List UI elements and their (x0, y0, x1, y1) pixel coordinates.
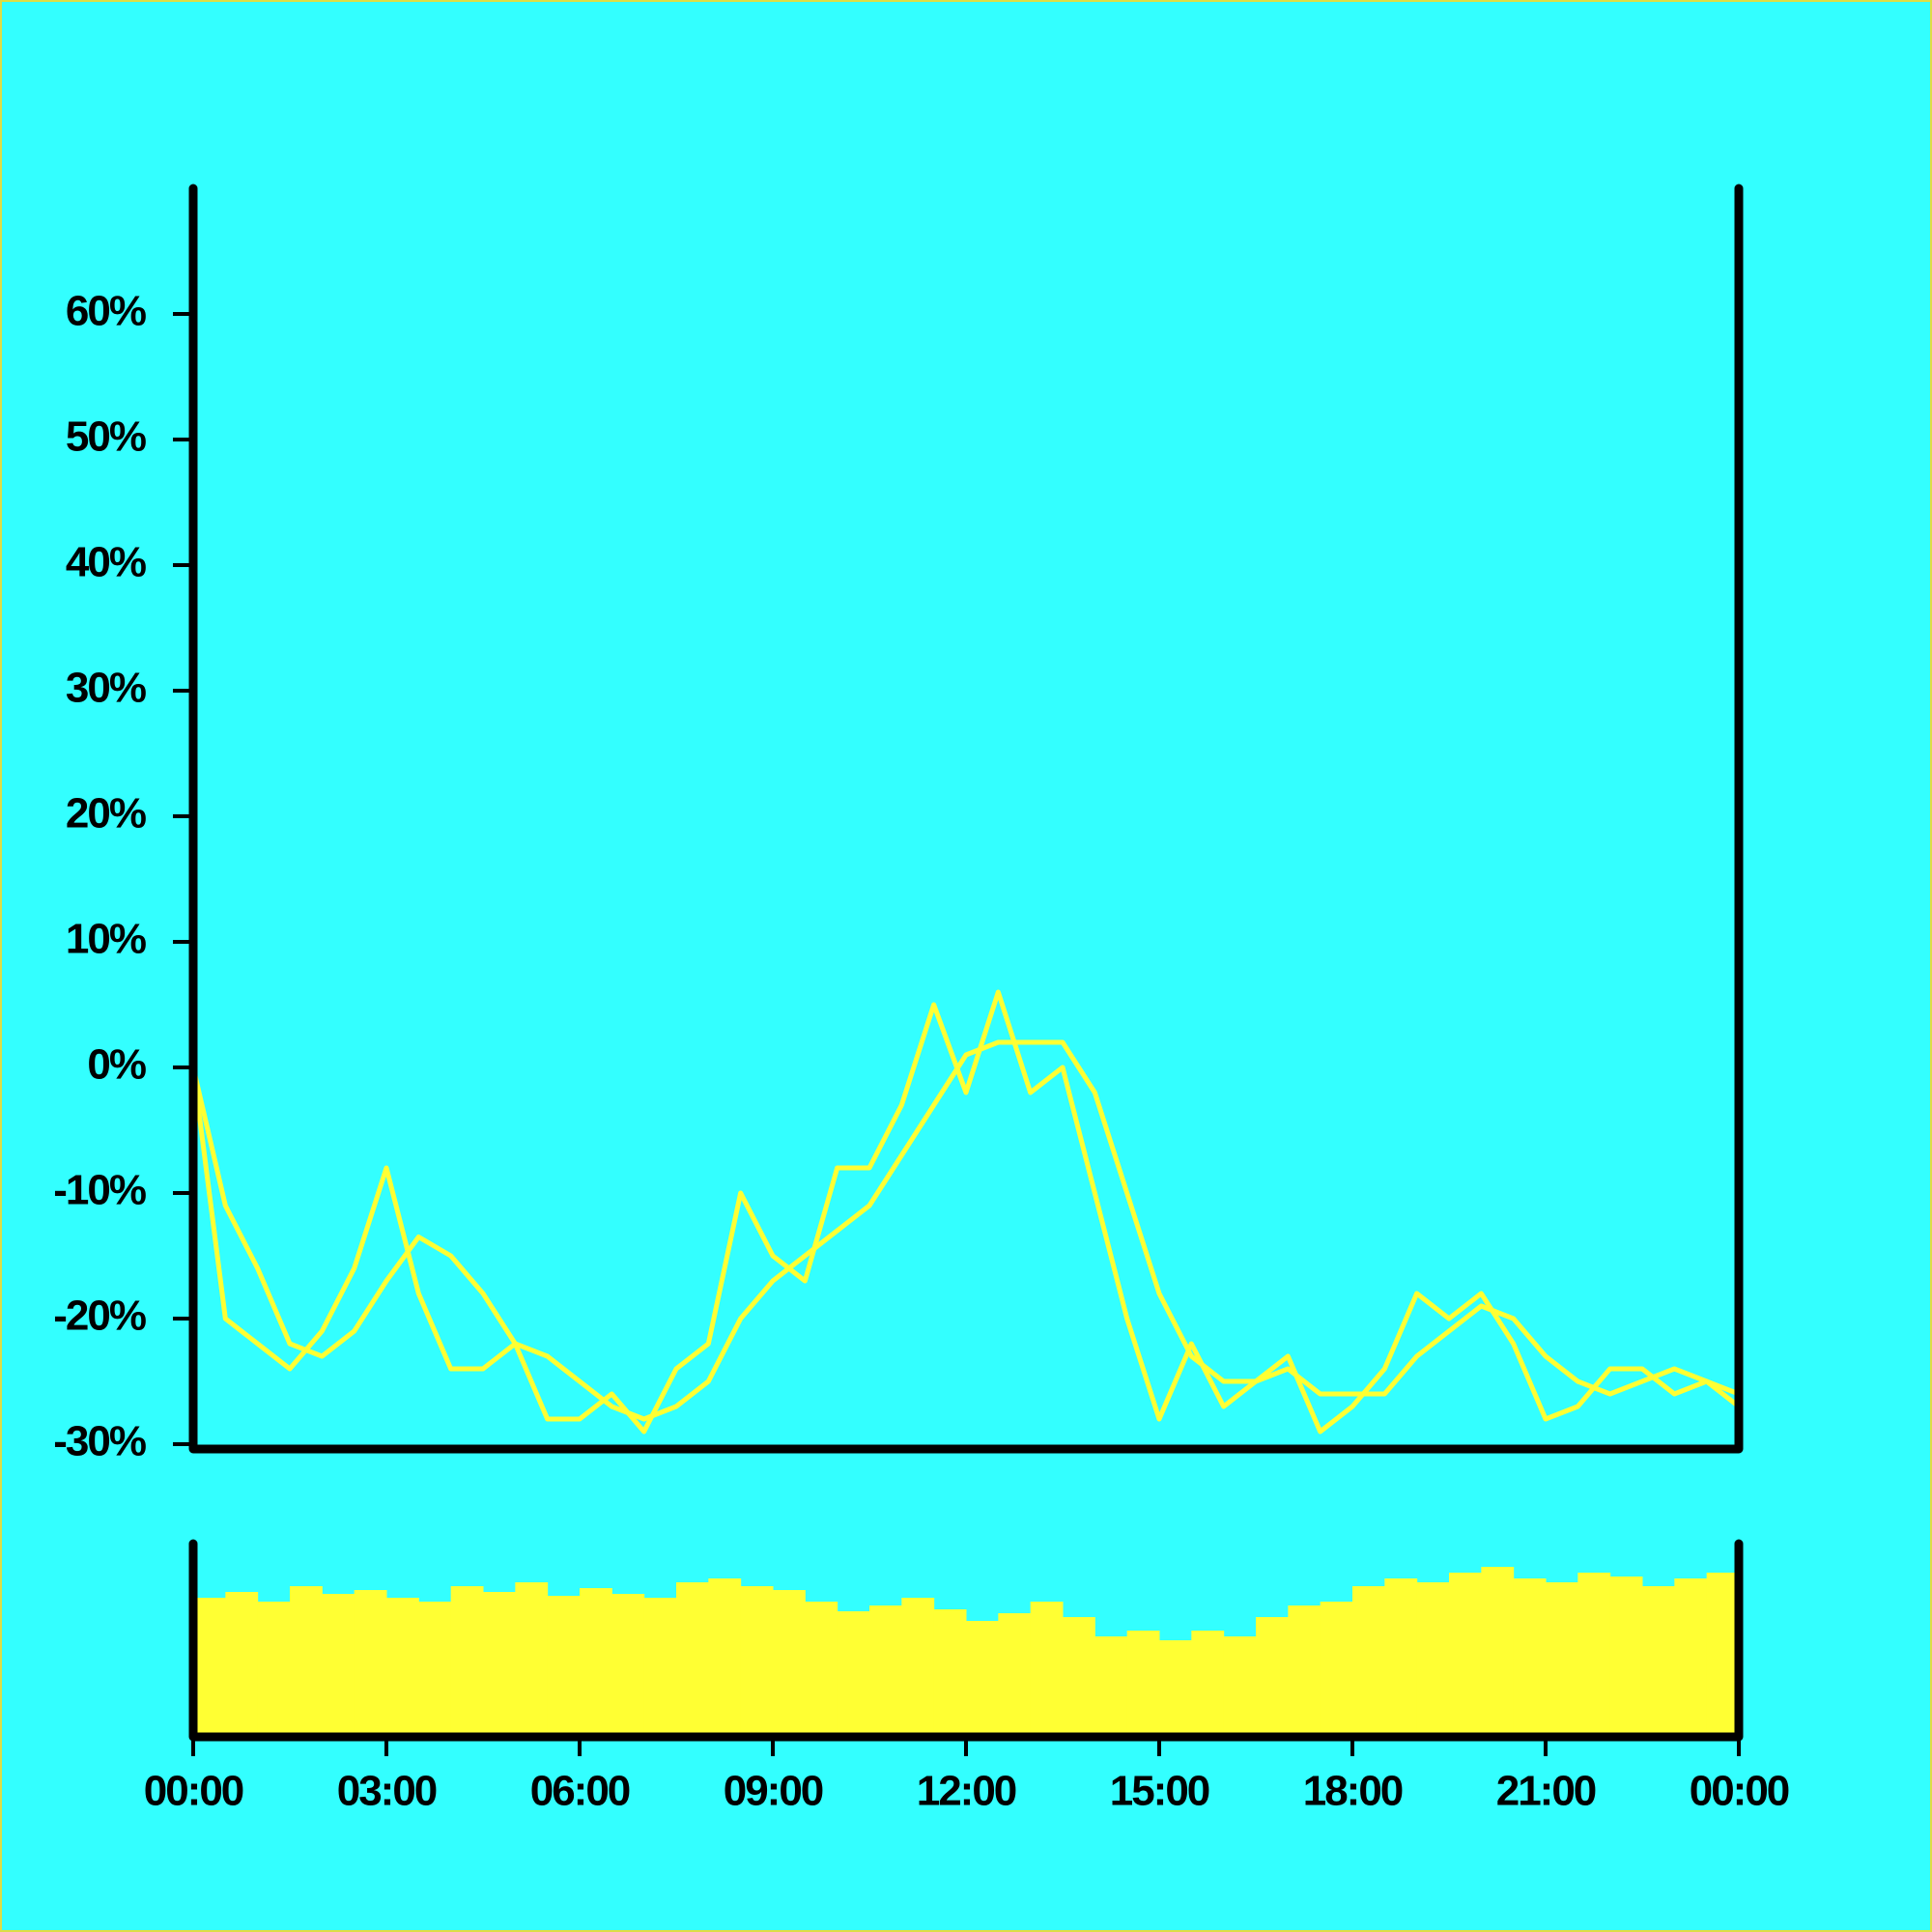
volume-bar (1223, 1636, 1257, 1737)
volume-bar (354, 1590, 387, 1737)
volume-bar (611, 1594, 645, 1737)
y-tick-label: 50% (66, 413, 146, 461)
y-tick-label: -10% (53, 1167, 146, 1214)
volume-bar (966, 1621, 999, 1737)
volume-bar (740, 1586, 774, 1737)
volume-bar (708, 1578, 742, 1737)
volume-bar (1609, 1577, 1643, 1737)
data-line (190, 989, 1741, 1435)
volume-bar (869, 1605, 902, 1737)
volume-bar (1288, 1605, 1321, 1737)
volume-bar (1159, 1640, 1192, 1737)
y-tick-label: -30% (53, 1418, 146, 1465)
volume-bar (386, 1598, 419, 1737)
volume-bar (1577, 1573, 1611, 1737)
x-tick-label: 18:00 (1303, 1768, 1403, 1815)
volume-bar (1384, 1578, 1418, 1737)
y-tick-label: 10% (66, 916, 146, 963)
y-tick-label: 60% (66, 288, 146, 335)
volume-bar (193, 1598, 226, 1737)
axis-frame (188, 184, 1744, 1454)
x-tick-label: 06:00 (530, 1768, 630, 1815)
volume-bar (322, 1594, 355, 1737)
volume-bar (1126, 1631, 1160, 1737)
y-tick-label: -20% (53, 1293, 146, 1340)
volume-bar (1642, 1586, 1675, 1737)
volume-bar (901, 1598, 935, 1737)
volume-bar (1416, 1582, 1450, 1737)
x-tick-label: 03:00 (337, 1768, 437, 1815)
x-tick-label: 21:00 (1496, 1768, 1596, 1815)
volume-bar (483, 1592, 516, 1737)
axis-frame (188, 1539, 1744, 1742)
volume-bar (805, 1602, 838, 1737)
volume-bar (1094, 1636, 1128, 1737)
x-tick-label: 00:00 (144, 1768, 243, 1815)
volume-bar (998, 1613, 1032, 1737)
volume-bar (1256, 1617, 1289, 1737)
volume-bar (643, 1598, 677, 1737)
volume-bar (257, 1602, 291, 1737)
volume-bar (418, 1602, 452, 1737)
x-tick-label: 12:00 (917, 1768, 1016, 1815)
volume-bar (933, 1609, 967, 1737)
volume-bar (773, 1590, 806, 1737)
y-tick-label: 40% (66, 539, 146, 586)
volume-bar (1352, 1586, 1385, 1737)
data-line (190, 1039, 1740, 1422)
volume-bar (837, 1611, 870, 1737)
volume-bar (1513, 1578, 1547, 1737)
y-tick-label: 20% (66, 790, 146, 838)
volume-bar (1546, 1582, 1578, 1737)
volume-bar (450, 1586, 484, 1737)
y-tick-label: 30% (66, 665, 146, 712)
volume-bar (290, 1586, 323, 1737)
volume-bar (1481, 1567, 1515, 1737)
volume-bar (1706, 1573, 1740, 1737)
volume-bar (676, 1582, 709, 1737)
volume-bar (225, 1592, 259, 1737)
x-tick-label: 15:00 (1110, 1768, 1209, 1815)
volume-bar (1320, 1602, 1353, 1737)
volume-bar (1674, 1578, 1708, 1737)
volume-bar (1063, 1617, 1095, 1737)
volume-bar (1191, 1631, 1225, 1737)
volume-bar (1449, 1573, 1482, 1737)
volume-bar (1030, 1602, 1064, 1737)
x-tick-label: 09:00 (724, 1768, 823, 1815)
volume-bar (580, 1588, 612, 1737)
y-tick-label: 0% (87, 1041, 145, 1089)
volume-bar (515, 1582, 549, 1737)
x-tick-label: 00:00 (1690, 1768, 1789, 1815)
volume-bar (547, 1596, 581, 1737)
